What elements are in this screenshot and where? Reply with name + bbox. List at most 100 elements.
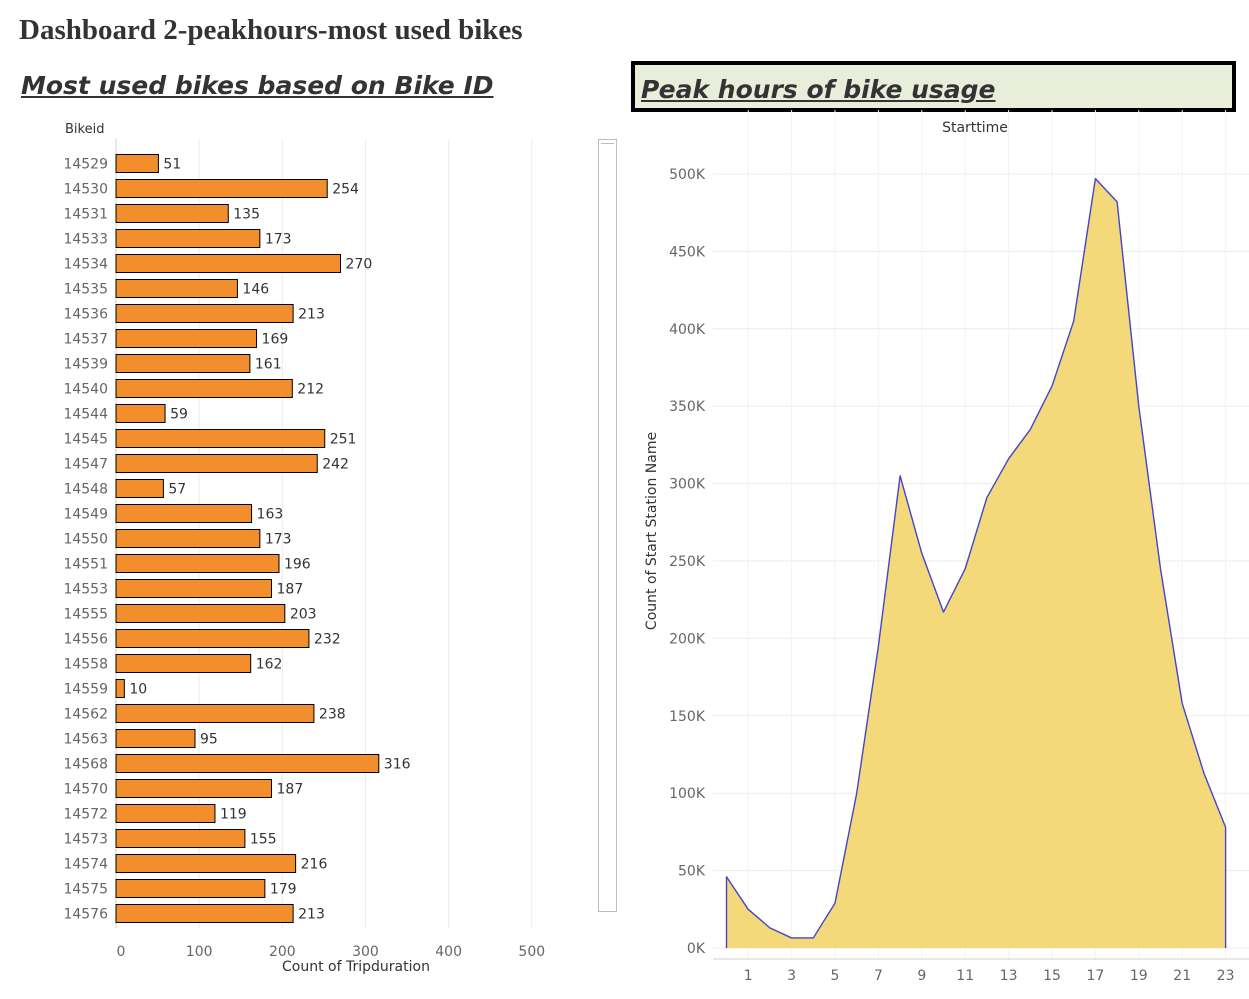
x-tick-label: 200 [269, 944, 296, 960]
bar-value-label: 59 [170, 407, 188, 423]
x-tick-label: 400 [435, 944, 462, 960]
bar [115, 304, 294, 323]
bar [115, 904, 294, 923]
dashboard-title: Dashboard 2-peakhours-most used bikes [19, 14, 523, 46]
bar [115, 229, 261, 248]
category-label: 14540 [63, 382, 108, 398]
bar [115, 629, 310, 648]
bar-value-label: 146 [242, 282, 269, 298]
row-header: Bikeid [65, 122, 104, 137]
x-axis-header: Starttime [942, 120, 1008, 136]
bar-value-label: 238 [319, 707, 346, 723]
bar [115, 879, 266, 898]
bar [115, 504, 253, 523]
y-tick-label: 400K [669, 322, 706, 338]
y-tick-label: 0K [687, 941, 706, 957]
bar-value-label: 95 [200, 732, 218, 748]
x-tick-label: 13 [1000, 968, 1018, 984]
y-tick-label: 350K [669, 399, 706, 415]
bar-value-label: 316 [384, 757, 411, 773]
category-label: 14575 [63, 882, 108, 898]
category-label: 14550 [63, 532, 108, 548]
x-tick-label: 17 [1086, 968, 1104, 984]
bar [115, 829, 246, 848]
category-label: 14572 [63, 807, 108, 823]
category-label: 14537 [63, 332, 108, 348]
bar-value-label: 251 [330, 432, 357, 448]
bar-value-label: 216 [301, 857, 328, 873]
bar [115, 704, 315, 723]
bar-value-label: 187 [277, 782, 304, 798]
vertical-scrollbar[interactable] [598, 139, 617, 912]
category-label: 14551 [63, 557, 108, 573]
y-tick-label: 150K [669, 709, 706, 725]
bar [115, 854, 297, 873]
bar-value-label: 163 [257, 507, 284, 523]
series-line [725, 177, 1227, 948]
category-label: 14544 [63, 407, 108, 423]
area-fill [726, 178, 1226, 949]
bar-value-label: 169 [262, 332, 289, 348]
category-label: 14530 [63, 182, 108, 198]
bar-value-label: 135 [233, 207, 260, 223]
bar-value-label: 162 [256, 657, 283, 673]
bar [115, 654, 252, 673]
bar-value-label: 196 [284, 557, 311, 573]
y-tick-label: 450K [669, 244, 706, 260]
category-label: 14570 [63, 782, 108, 798]
x-tick-label: 300 [352, 944, 379, 960]
bar [115, 779, 273, 798]
x-tick-label: 11 [956, 968, 974, 984]
bar-value-label: 212 [297, 382, 324, 398]
x-axis-title: Count of Tripduration [282, 959, 430, 975]
x-tick-label: 0 [117, 944, 126, 960]
bar-value-label: 213 [298, 307, 325, 323]
y-tick-label: 200K [669, 631, 706, 647]
bar [115, 754, 380, 773]
bar-value-label: 242 [322, 457, 349, 473]
area-sheet-title: Peak hours of bike usage [641, 75, 996, 104]
category-label: 14573 [63, 832, 108, 848]
bar [115, 579, 273, 598]
category-label: 14536 [63, 307, 108, 323]
x-tick-label: 23 [1217, 968, 1235, 984]
category-label: 14533 [63, 232, 108, 248]
bar [115, 554, 280, 573]
bar-value-label: 161 [255, 357, 282, 373]
y-axis-title: Count of Start Station Name [644, 432, 660, 630]
y-tick-label: 250K [669, 554, 706, 570]
x-tick-label: 7 [874, 968, 883, 984]
bar-value-label: 187 [277, 582, 304, 598]
category-label: 14539 [63, 357, 108, 373]
bar [115, 604, 286, 623]
bar-sheet-title: Most used bikes based on Bike ID [21, 71, 494, 100]
bar-value-label: 119 [220, 807, 247, 823]
category-label: 14553 [63, 582, 108, 598]
bar [115, 804, 216, 823]
category-label: 14535 [63, 282, 108, 298]
bar [115, 354, 251, 373]
bar-value-label: 57 [168, 482, 186, 498]
category-label: 14576 [63, 907, 108, 923]
bar-value-label: 173 [265, 532, 292, 548]
category-label: 14559 [63, 682, 108, 698]
category-label: 14555 [63, 607, 108, 623]
bar-value-label: 51 [163, 157, 181, 173]
bar-value-label: 155 [250, 832, 277, 848]
y-tick-label: 100K [669, 786, 706, 802]
bar [115, 379, 293, 398]
category-label: 14568 [63, 757, 108, 773]
category-label: 14548 [63, 482, 108, 498]
category-label: 14547 [63, 457, 108, 473]
bar [115, 204, 229, 223]
bar [115, 729, 196, 748]
y-tick-label: 500K [669, 167, 706, 183]
category-label: 14562 [63, 707, 108, 723]
y-tick-label: 300K [669, 477, 706, 493]
bar [115, 679, 125, 698]
bar-value-label: 213 [298, 907, 325, 923]
category-label: 14545 [63, 432, 108, 448]
x-tick-label: 3 [787, 968, 796, 984]
category-label: 14574 [63, 857, 108, 873]
category-label: 14563 [63, 732, 108, 748]
